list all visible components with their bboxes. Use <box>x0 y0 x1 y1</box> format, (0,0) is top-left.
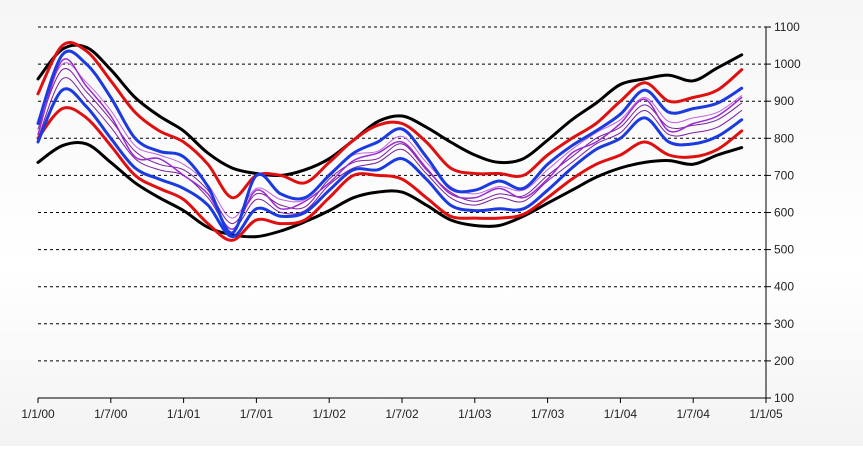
y-tick-label: 500 <box>774 243 794 257</box>
series-line-1 <box>36 43 744 178</box>
series-line-10 <box>37 62 743 219</box>
y-tick-label: 400 <box>774 280 794 294</box>
x-tick-label: 1/7/00 <box>94 407 128 421</box>
x-tick-labels: 1/1/00 1/7/00 1/1/01 1/7/01 1/1/02 1/7/02 1/1/… <box>21 407 783 421</box>
y-tick-labels: 100 200 300 400 500 600 700 800 900 1000 1100 <box>774 20 801 405</box>
y-tick-label: 1100 <box>774 20 800 34</box>
x-tick-label: 1/7/04 <box>677 407 711 421</box>
y-tick-label: 800 <box>774 131 794 145</box>
series-line-4 <box>36 106 744 242</box>
x-tick-label: 1/1/02 <box>313 407 347 421</box>
series-line-3 <box>36 41 744 200</box>
x-tick-label: 1/1/01 <box>167 407 201 421</box>
y-tick-label: 200 <box>774 354 794 368</box>
series-line-5 <box>36 49 744 235</box>
series-line-6 <box>36 87 744 239</box>
x-tick-label: 1/1/05 <box>749 407 783 421</box>
x-tick-label: 1/1/03 <box>458 407 492 421</box>
series-line-7 <box>37 58 743 230</box>
x-tick-label: 1/7/01 <box>240 407 274 421</box>
y-tick-label: 900 <box>774 94 794 108</box>
y-tick-label: 300 <box>774 317 794 331</box>
grid <box>38 26 766 362</box>
series-line-8 <box>37 68 743 225</box>
series-line-9 <box>37 77 743 230</box>
axes <box>37 26 771 403</box>
x-tick-label: 1/7/03 <box>531 407 565 421</box>
y-tick-label: 1000 <box>774 57 801 71</box>
series-group <box>36 41 744 242</box>
series-line-2 <box>36 140 744 239</box>
x-tick-label: 1/1/04 <box>604 407 638 421</box>
x-tick-label: 1/1/00 <box>21 407 55 421</box>
y-tick-label: 600 <box>774 206 794 220</box>
x-tick-label: 1/7/02 <box>385 407 419 421</box>
y-tick-label: 100 <box>774 391 794 405</box>
y-tick-label: 700 <box>774 168 794 182</box>
